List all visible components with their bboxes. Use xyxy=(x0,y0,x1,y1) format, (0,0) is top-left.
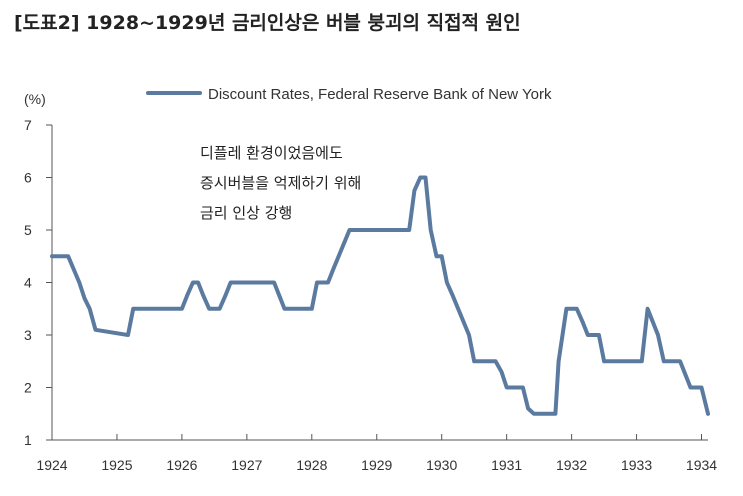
y-ticks: 1 2 3 4 5 6 7 xyxy=(24,117,52,448)
y-tick-label: 5 xyxy=(24,222,32,238)
x-tick-label: 1934 xyxy=(686,457,717,473)
x-tick-label: 1930 xyxy=(426,457,457,473)
annotation-line: 증시버블을 억제하기 위해 xyxy=(200,174,361,192)
x-tick-label: 1931 xyxy=(491,457,522,473)
legend-label: Discount Rates, Federal Reserve Bank of … xyxy=(208,86,552,103)
y-tick-label: 3 xyxy=(24,327,32,343)
x-tick-label: 1926 xyxy=(166,457,197,473)
y-tick-label: 7 xyxy=(24,117,32,133)
x-tick-label: 1933 xyxy=(621,457,652,473)
series-line-discount-rates xyxy=(50,175,710,416)
x-tick-label: 1929 xyxy=(361,457,392,473)
x-tick-label: 1925 xyxy=(101,457,132,473)
y-tick-label: 6 xyxy=(24,170,32,186)
y-axis-unit-label: (%) xyxy=(24,91,46,107)
y-tick-label: 2 xyxy=(24,380,32,396)
x-tick-label: 1927 xyxy=(231,457,262,473)
x-ticks: 1924 1925 1926 1927 1928 1929 1930 1931 1932 1933… xyxy=(36,434,717,473)
y-tick-label: 4 xyxy=(24,275,32,291)
annotation-line: 금리 인상 강행 xyxy=(200,204,292,222)
annotation-line: 디플레 환경이었음에도 xyxy=(200,144,343,162)
x-tick-label: 1932 xyxy=(556,457,587,473)
x-tick-label: 1924 xyxy=(36,457,67,473)
y-tick-label: 1 xyxy=(24,432,32,448)
x-tick-label: 1928 xyxy=(296,457,327,473)
legend: Discount Rates, Federal Reserve Bank of … xyxy=(146,86,552,103)
page-title: [도표2] 1928~1929년 금리인상은 버블 붕괴의 직접적 원인 xyxy=(14,12,521,34)
